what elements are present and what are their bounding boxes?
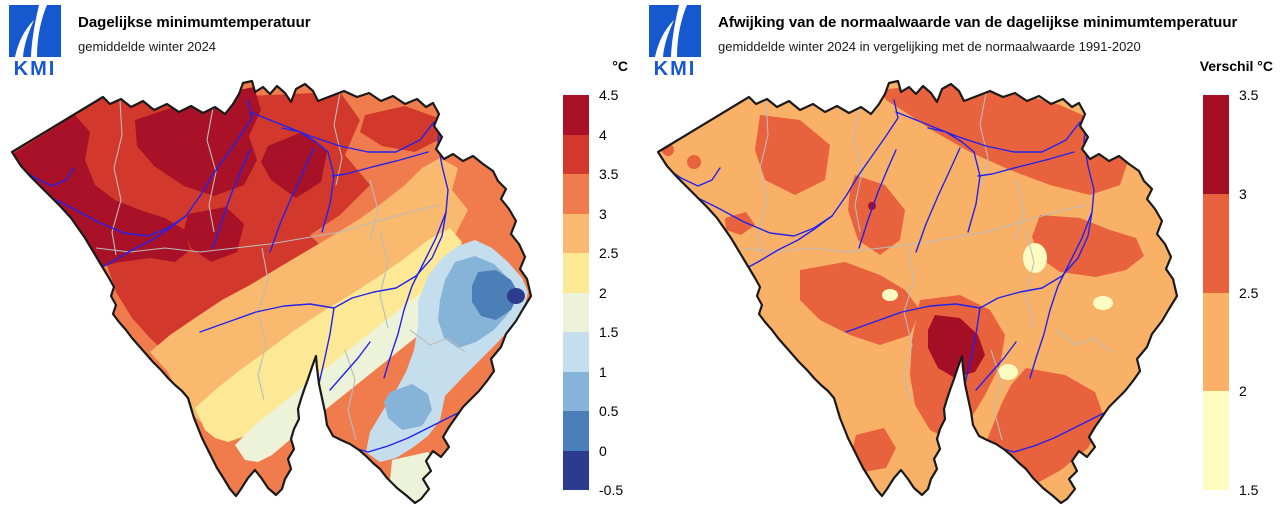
left-map-title: Dagelijkse minimumtemperatuur [78, 14, 311, 31]
contour-band [507, 288, 525, 304]
map-left-minimum-temperature [10, 79, 533, 505]
logo-swoosh [31, 5, 47, 57]
logo-swoosh [671, 5, 687, 57]
contour-band [472, 270, 519, 320]
contour-band [1032, 215, 1144, 277]
legend-color-segment [563, 332, 589, 372]
contour-band [800, 262, 920, 345]
legend-tick-label: 4 [599, 126, 607, 143]
contour-band [150, 158, 470, 430]
legend-tick-label: 1 [599, 363, 607, 380]
left-legend-colorbar [563, 95, 589, 490]
right-map-title: Afwijking van de normaalwaarde van de da… [718, 14, 1238, 31]
legend-tick-label: -0.5 [599, 482, 624, 498]
right-map-subtitle: gemiddelde winter 2024 in vergelijking m… [718, 39, 1141, 54]
legend-color-segment [563, 450, 589, 490]
contour-band [235, 272, 462, 462]
legend-tick-label: 2.5 [1239, 284, 1259, 301]
legend-tick-label: 2 [599, 284, 607, 301]
left-legend-title: °C [612, 58, 628, 74]
contour-band [851, 428, 896, 472]
left-map-subtitle: gemiddelde winter 2024 [78, 39, 217, 54]
legend-color-segment [1203, 292, 1229, 392]
right-panel-header: KMI Afwijking van de normaalwaarde van d… [640, 0, 1280, 78]
contour-band [755, 115, 830, 195]
legend-color-segment [563, 411, 589, 451]
right-legend-colorbar [1203, 95, 1229, 490]
contour-band [658, 81, 1177, 503]
map-right-anomaly [656, 79, 1179, 505]
contour-band [390, 452, 442, 502]
contour-band [928, 315, 985, 378]
legend-color-segment [1203, 95, 1229, 194]
left-panel-header: KMI Dagelijkse minimumtemperatuur gemidd… [0, 0, 640, 78]
logo-text: KMI [14, 58, 57, 77]
legend-tick-label: 1.5 [599, 324, 619, 340]
legend-color-segment [563, 371, 589, 411]
left-legend-ticks: 4.5 4 3.5 3 2.5 2 1.5 1 0.5 0 -0.5 [599, 87, 643, 498]
legend-tick-label: 1.5 [1239, 482, 1259, 498]
legend-color-segment [1203, 391, 1229, 490]
right-legend-ticks: 3.5 3 2.5 2 1.5 [1239, 87, 1280, 498]
legend-tick-label: 3.5 [599, 166, 619, 182]
right-legend-title: Verschil °C [1199, 58, 1273, 74]
contour-band [882, 289, 898, 301]
legend-color-segment [563, 174, 589, 214]
kmi-logo: KMI [649, 5, 701, 77]
contour-band [360, 106, 442, 152]
logo-swoosh [655, 20, 674, 57]
logo-swoosh [15, 20, 34, 57]
legend-color-segment [563, 213, 589, 253]
legend-tick-label: 2 [1239, 383, 1247, 400]
contour-band [881, 82, 1130, 195]
legend-tick-label: 4.5 [599, 87, 619, 103]
legend-color-segment [563, 134, 589, 174]
contour-band [725, 212, 755, 235]
contour-band [998, 364, 1018, 380]
legend-tick-label: 3 [1239, 185, 1247, 202]
contour-band [848, 175, 905, 255]
legend-color-segment [1203, 193, 1229, 293]
contour-band [687, 155, 701, 169]
contour-band [135, 87, 261, 196]
contour-band [1023, 243, 1047, 273]
contour-band [1093, 296, 1113, 310]
legend-tick-label: 0.5 [599, 403, 619, 419]
legend-tick-label: 0 [599, 442, 607, 459]
logo-text: KMI [654, 58, 697, 77]
contour-band [261, 132, 327, 198]
kmi-logo: KMI [9, 5, 61, 77]
legend-tick-label: 3.5 [1239, 87, 1259, 103]
legend-color-segment [563, 292, 589, 332]
legend-color-segment [563, 253, 589, 293]
contour-band [384, 384, 432, 430]
legend-tick-label: 2.5 [599, 245, 619, 261]
legend-tick-label: 3 [599, 205, 607, 222]
legend-color-segment [563, 95, 589, 135]
